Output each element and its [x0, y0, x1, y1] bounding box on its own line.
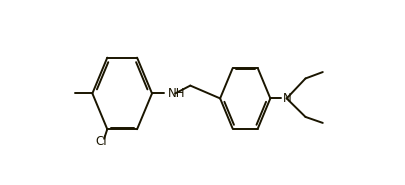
Text: NH: NH — [167, 87, 185, 100]
Text: N: N — [283, 92, 291, 105]
Text: Cl: Cl — [95, 135, 107, 148]
